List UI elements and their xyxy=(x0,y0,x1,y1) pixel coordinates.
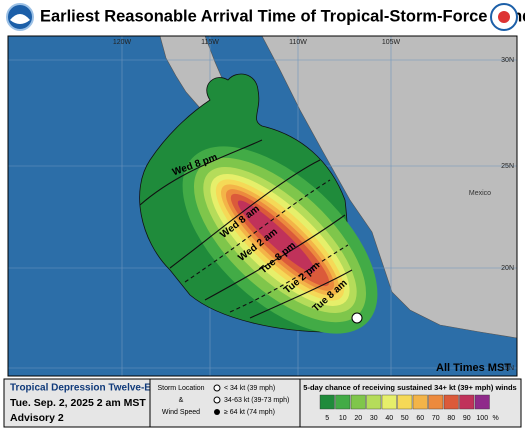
latitude-label: 20N xyxy=(501,265,514,272)
scale-swatch xyxy=(443,394,459,410)
longitude-label: 120W xyxy=(113,39,132,46)
time-contours xyxy=(139,139,353,319)
scale-label: 10 xyxy=(339,415,347,422)
scale-label: 30 xyxy=(370,415,378,422)
legend-item: < 34 kt (39 mph) xyxy=(224,385,275,392)
scale-swatch xyxy=(335,394,351,410)
scale-swatch xyxy=(366,394,382,410)
legend-icon xyxy=(213,396,221,404)
longitude-label: 110W xyxy=(289,39,307,46)
place-label: Mexico xyxy=(469,190,491,197)
scale-label: 5 xyxy=(325,415,329,422)
map-frame xyxy=(7,35,518,377)
latitude-label: 30N xyxy=(501,57,514,64)
color-scale: 5 10 20 30 40 50 60 70 80 90 100% xyxy=(319,394,499,422)
longitude-label: 105W xyxy=(382,39,401,46)
title: Earliest Reasonable Arrival Time of Trop… xyxy=(40,7,525,25)
prob-90 xyxy=(237,200,315,273)
scale-swatch xyxy=(381,394,397,410)
scale-label: 70 xyxy=(432,415,440,422)
legend-icon xyxy=(213,384,221,392)
scale-swatch xyxy=(319,394,335,410)
legend-item: ≥ 64 kt (74 mph) xyxy=(224,409,275,416)
legend-item: 34-63 kt (39-73 mph) xyxy=(224,397,289,404)
legend-title: Storm Location xyxy=(157,385,204,392)
latitude-label: 15N xyxy=(501,365,514,372)
latitude-label: 25N xyxy=(501,163,514,170)
legend-amp: & xyxy=(179,397,184,404)
scale-label: 60 xyxy=(416,415,424,422)
scale-swatch xyxy=(412,394,428,410)
nws-logo-center xyxy=(498,11,510,23)
scale-label: 40 xyxy=(385,415,393,422)
scale-label: 50 xyxy=(401,415,409,422)
storm-name: Tropical Depression Twelve-E xyxy=(10,383,151,394)
scale-swatch xyxy=(397,394,413,410)
legend-icon xyxy=(214,409,220,415)
advisory: Advisory 2 xyxy=(10,412,64,424)
scale-label: 20 xyxy=(354,415,362,422)
issue-time: Tue. Sep. 2, 2025 2 am MST xyxy=(10,397,146,409)
legend-title: Wind Speed xyxy=(162,409,200,416)
scale-swatch xyxy=(474,394,490,410)
map: Wed 8 pm Wed 8 am Wed 2 am Tue 8 pm Tue … xyxy=(7,35,518,377)
scale-swatch xyxy=(428,394,444,410)
storm-location xyxy=(351,312,363,324)
scale-label: 100 xyxy=(476,415,488,422)
time-zone-note: All Times MST xyxy=(436,362,511,374)
noaa-logo-bird xyxy=(10,14,30,24)
scale-title: 5-day chance of receiving sustained 34+ … xyxy=(303,383,516,392)
scale-label: 80 xyxy=(447,415,455,422)
longitude-label: 115W xyxy=(201,39,219,46)
mainland xyxy=(261,36,517,339)
scale-swatch xyxy=(350,394,366,410)
scale-label: 90 xyxy=(463,415,471,422)
scale-swatch xyxy=(459,394,475,410)
scale-unit: % xyxy=(493,415,499,422)
